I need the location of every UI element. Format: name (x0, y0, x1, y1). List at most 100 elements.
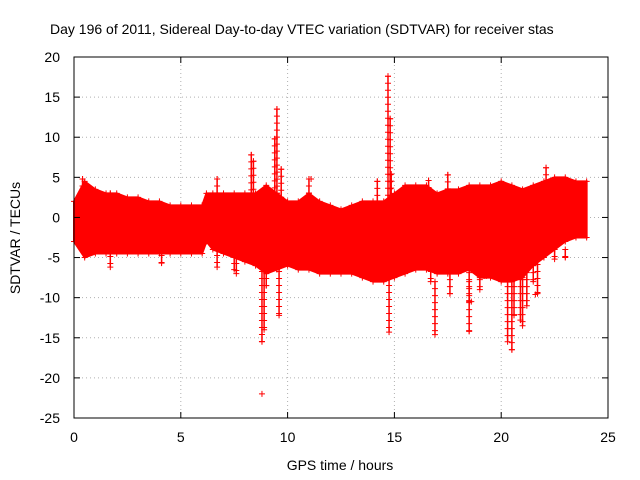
band-marker (203, 238, 210, 245)
spike-marker (384, 108, 391, 115)
band-marker (124, 250, 131, 257)
spike-end-marker (504, 338, 511, 345)
spike-marker (107, 197, 114, 204)
band-marker (263, 182, 270, 189)
spike-end-marker (276, 312, 283, 319)
spike-marker (276, 296, 283, 303)
y-tick-label: -25 (40, 410, 60, 426)
spike-marker (387, 122, 394, 129)
spike-marker (278, 180, 285, 187)
spike-end-marker (519, 322, 526, 329)
spike-marker (263, 254, 270, 261)
band-marker (391, 190, 398, 197)
spike-end-marker (214, 175, 221, 182)
spike-marker (107, 211, 114, 218)
spike-marker (425, 205, 432, 212)
band-marker (177, 250, 184, 257)
spike-marker (250, 165, 257, 172)
spike-marker (214, 189, 221, 196)
band-marker (156, 198, 163, 205)
spike-marker (431, 278, 438, 285)
band-marker (188, 202, 195, 209)
band-marker (92, 186, 99, 193)
spike-marker (388, 185, 395, 192)
spike-end-marker (388, 171, 395, 178)
spike-marker (387, 199, 394, 206)
band-marker (466, 182, 473, 189)
band-marker (92, 250, 99, 257)
spike-marker (444, 192, 451, 199)
band-marker (455, 186, 462, 193)
x-tick-label: 10 (280, 429, 296, 445)
spike-marker (466, 313, 473, 320)
band-marker (124, 194, 131, 201)
outlier-point (258, 390, 265, 397)
spike-marker (273, 162, 280, 169)
spike-marker (250, 186, 257, 193)
spike-marker (158, 252, 165, 259)
band-marker (305, 266, 312, 273)
band-marker (380, 278, 387, 285)
spike-marker (530, 269, 537, 276)
spike-marker (384, 101, 391, 108)
spike-end-marker (425, 177, 432, 184)
spike-marker (425, 198, 432, 205)
spike-end-marker (248, 151, 255, 158)
band-marker (380, 198, 387, 205)
spike-marker (276, 275, 283, 282)
band-marker (498, 178, 505, 185)
spike-marker (158, 245, 165, 252)
band-marker (476, 182, 483, 189)
spike-end-marker (107, 190, 114, 197)
spike-marker (386, 289, 393, 296)
spike-marker (508, 325, 515, 332)
band-marker (402, 182, 409, 189)
band-marker (231, 190, 238, 197)
spike-marker (233, 253, 240, 260)
spike-marker (79, 189, 86, 196)
spike-marker (508, 318, 515, 325)
spike-marker (384, 94, 391, 101)
band-marker (167, 202, 174, 209)
spike-marker (261, 310, 268, 317)
outlier-point (483, 273, 490, 280)
x-tick-label: 15 (387, 429, 403, 445)
tick-marks (73, 56, 609, 419)
spike-marker (431, 299, 438, 306)
band-marker (423, 266, 430, 273)
spike-marker (523, 283, 530, 290)
band-marker (327, 270, 334, 277)
y-tick-label: 10 (44, 129, 60, 145)
chart-title: Day 196 of 2011, Sidereal Day-to-day VTE… (50, 21, 554, 37)
spike-marker (523, 262, 530, 269)
band-marker (540, 254, 547, 261)
spike-marker (386, 254, 393, 261)
spike-marker (387, 136, 394, 143)
spike-marker (431, 320, 438, 327)
spike-marker (276, 261, 283, 268)
band-marker (583, 178, 590, 185)
spike-marker (374, 185, 381, 192)
spike-marker (431, 306, 438, 313)
spike-end-marker (263, 282, 270, 289)
spike-marker (530, 262, 537, 269)
spike-end-marker (551, 256, 558, 263)
band-marker (338, 206, 344, 213)
spike-end-marker (431, 331, 438, 338)
spike-marker (233, 246, 240, 253)
spike-marker (466, 306, 473, 313)
spike-marker (276, 289, 283, 296)
band-marker (241, 190, 248, 197)
spike-end-marker (511, 312, 518, 319)
spike-marker (534, 254, 541, 261)
band-marker (203, 190, 210, 197)
band-marker (508, 182, 515, 189)
spike-marker (273, 113, 280, 120)
spike-marker (534, 261, 541, 268)
spike-marker (276, 303, 283, 310)
band-marker (348, 270, 355, 277)
band-marker (199, 250, 206, 257)
spike-marker (427, 254, 434, 261)
spike-marker (261, 296, 268, 303)
spike-marker (414, 199, 421, 206)
